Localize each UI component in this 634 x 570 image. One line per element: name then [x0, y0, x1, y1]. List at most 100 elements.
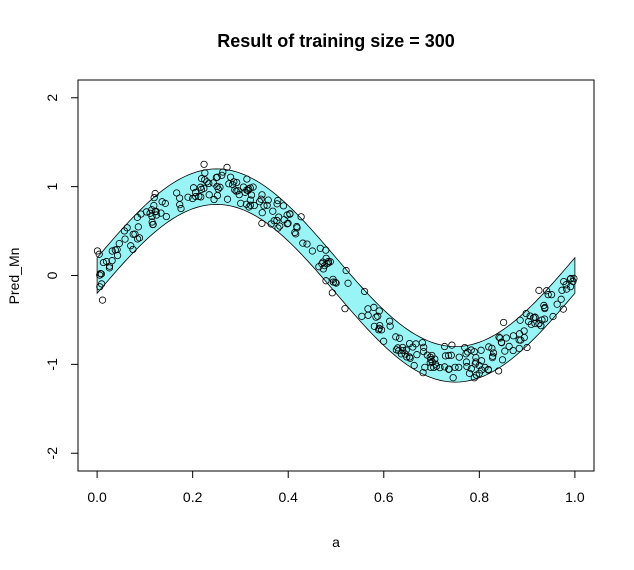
data-point [540, 301, 548, 309]
data-point [375, 324, 383, 332]
data-point [419, 347, 428, 356]
data-point [133, 213, 141, 221]
data-point [455, 363, 463, 371]
data-point [123, 224, 131, 232]
data-point [470, 374, 478, 382]
data-point [535, 286, 543, 294]
data-point [111, 246, 119, 254]
data-point [216, 183, 224, 191]
data-point [255, 198, 264, 206]
data-point [121, 235, 129, 243]
data-point [319, 265, 327, 273]
data-point [418, 339, 426, 347]
data-point [448, 341, 456, 349]
data-point [501, 347, 509, 355]
data-point [436, 364, 444, 372]
data-point [269, 207, 277, 215]
data-point [184, 193, 192, 201]
data-point [280, 216, 288, 224]
data-point [150, 194, 158, 202]
x-tick-label: 0.4 [278, 489, 298, 505]
data-point [377, 326, 386, 334]
data-point [441, 352, 450, 360]
data-point [321, 262, 329, 270]
data-point [392, 333, 400, 341]
data-point [205, 191, 213, 199]
data-point [392, 346, 400, 354]
data-point [560, 277, 568, 286]
data-point [210, 195, 218, 204]
data-point [203, 178, 211, 186]
data-point [465, 369, 474, 377]
data-point [219, 168, 227, 176]
data-point [258, 191, 266, 199]
y-tick-label: -1 [44, 358, 60, 371]
data-point [279, 202, 288, 210]
data-point [303, 240, 311, 248]
data-point [544, 291, 552, 299]
data-point [427, 355, 435, 364]
data-point [237, 199, 245, 207]
data-point [151, 189, 159, 198]
x-axis-label: a [332, 534, 340, 550]
data-point [115, 240, 123, 248]
data-point [386, 322, 394, 330]
data-point [523, 343, 531, 352]
y-tick-label: 1 [44, 183, 60, 191]
data-point [213, 182, 221, 191]
data-point [463, 362, 471, 371]
data-point [401, 350, 409, 358]
data-point [127, 242, 135, 250]
data-point [263, 201, 271, 209]
data-point [515, 330, 524, 338]
data-point [522, 309, 530, 318]
data-point [488, 344, 496, 352]
data-point [344, 279, 352, 287]
plot-area [93, 160, 578, 383]
data-point [135, 234, 144, 242]
data-point [225, 180, 233, 188]
data-point [246, 201, 255, 209]
data-point [495, 367, 503, 375]
data-point [322, 246, 330, 254]
data-point [531, 319, 539, 328]
data-point [481, 363, 489, 371]
y-tick-label: 0 [44, 271, 60, 279]
data-point [235, 191, 243, 199]
data-point [375, 307, 383, 315]
data-point [409, 343, 417, 351]
x-tick-label: 0.0 [87, 489, 107, 505]
data-point [223, 195, 232, 203]
data-point [223, 163, 231, 171]
data-point [242, 200, 250, 208]
data-point [540, 315, 549, 323]
data-point [315, 263, 323, 271]
data-point [342, 266, 350, 275]
data-point [471, 360, 479, 368]
data-point [148, 206, 156, 214]
data-point [372, 313, 380, 321]
data-point [467, 365, 475, 373]
y-axis-label: Pred_Mn [6, 248, 22, 305]
data-point [370, 322, 378, 330]
data-point [99, 258, 108, 267]
data-point [331, 278, 339, 286]
data-point [243, 186, 251, 194]
data-point [249, 183, 257, 191]
data-point [273, 200, 281, 208]
data-point [477, 357, 486, 365]
data-point [152, 211, 161, 219]
data-point [475, 369, 483, 377]
y-axis: -2 -1 0 1 2 [44, 94, 78, 459]
data-point [177, 204, 185, 213]
data-point [520, 333, 528, 342]
data-point [559, 305, 567, 313]
data-point [423, 351, 431, 359]
data-point [455, 353, 463, 361]
data-point [162, 212, 170, 221]
data-point [96, 269, 105, 278]
data-point [258, 219, 266, 227]
data-point [570, 274, 578, 283]
data-point [431, 355, 439, 363]
data-point [431, 360, 440, 368]
